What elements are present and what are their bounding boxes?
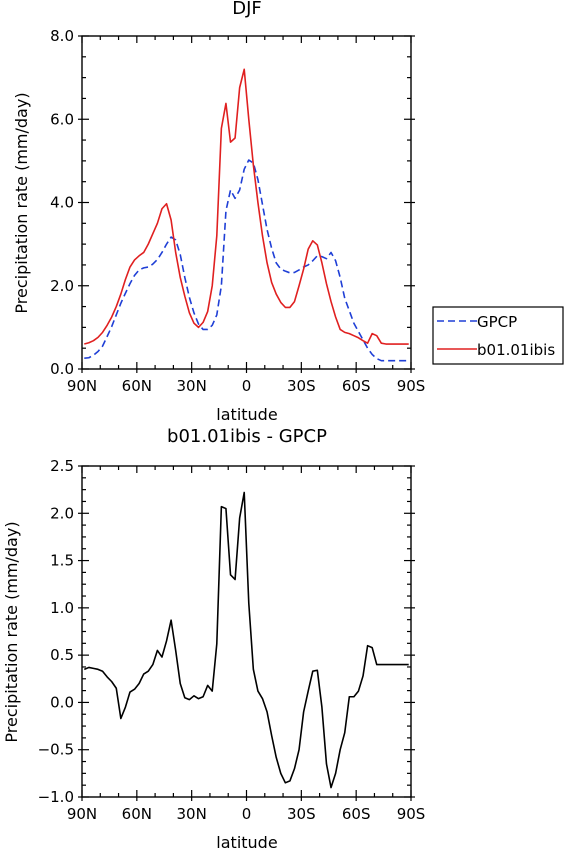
x-tick-label: 30N (177, 377, 207, 395)
y-axis-label: Precipitation rate (mm/day) (2, 521, 21, 742)
y-tick-label: 0.0 (50, 693, 74, 711)
x-tick-label: 0 (242, 377, 252, 395)
x-tick-label: 90N (67, 805, 97, 823)
legend: GPCP b01.01ibis (432, 306, 564, 365)
plot-area (83, 491, 409, 789)
axis-ticks: 90N 60N 30N 0 30S 60S 90S −1.0 −0.5 0.0 0.5 1.0 1.5 2… (38, 457, 426, 823)
x-tick-label: 90S (397, 805, 426, 823)
legend-label-gpcp: GPCP (477, 313, 517, 331)
plot-area (84, 68, 409, 362)
y-tick-label: −1.0 (38, 788, 74, 806)
chart-title: DJF (232, 0, 262, 19)
plot-frame (81, 465, 412, 798)
x-tick-label: 60S (342, 805, 371, 823)
x-tick-label: 90S (397, 377, 426, 395)
x-tick-label: 30S (287, 805, 316, 823)
legend-box (432, 306, 564, 365)
x-tick-label: 60S (342, 377, 371, 395)
y-tick-label: 2.0 (50, 277, 74, 295)
x-axis-label: latitude (216, 405, 277, 424)
x-tick-label: 60N (122, 805, 152, 823)
x-tick-label: 90N (67, 377, 97, 395)
chart-difference: b01.01ibis - GPCP 90N 60N 30N 0 30S 60S 90S −1.… (2, 426, 425, 851)
y-tick-label: 0.0 (50, 360, 74, 378)
x-tick-label: 30N (177, 805, 207, 823)
series-line-gpcp (84, 159, 409, 362)
series-line-difference (83, 491, 409, 789)
legend-label-b01-01ibis: b01.01ibis (477, 341, 555, 359)
chart-djf: DJF 90N 60N 30N 0 30S 60S 90S 0.0 2.0 4.0 6.0 8.0 l… (12, 0, 564, 424)
y-tick-label: −0.5 (38, 741, 74, 759)
y-tick-label: 1.0 (50, 599, 74, 617)
x-axis-label: latitude (216, 833, 277, 851)
x-tick-label: 0 (242, 805, 252, 823)
y-tick-label: 2.5 (50, 457, 74, 475)
series-line-b01-01ibis (84, 68, 409, 345)
y-tick-label: 6.0 (50, 110, 74, 128)
y-tick-label: 0.5 (50, 646, 74, 664)
x-tick-label: 60N (122, 377, 152, 395)
axis-ticks: 90N 60N 30N 0 30S 60S 90S 0.0 2.0 4.0 6.0 8.0 (50, 27, 425, 395)
y-tick-label: 8.0 (50, 27, 74, 45)
x-tick-label: 30S (287, 377, 316, 395)
y-tick-label: 2.0 (50, 504, 74, 522)
y-axis-label: Precipitation rate (mm/day) (12, 92, 31, 313)
y-tick-label: 1.5 (50, 552, 74, 570)
chart-title: b01.01ibis - GPCP (167, 426, 327, 447)
y-tick-label: 4.0 (50, 194, 74, 212)
